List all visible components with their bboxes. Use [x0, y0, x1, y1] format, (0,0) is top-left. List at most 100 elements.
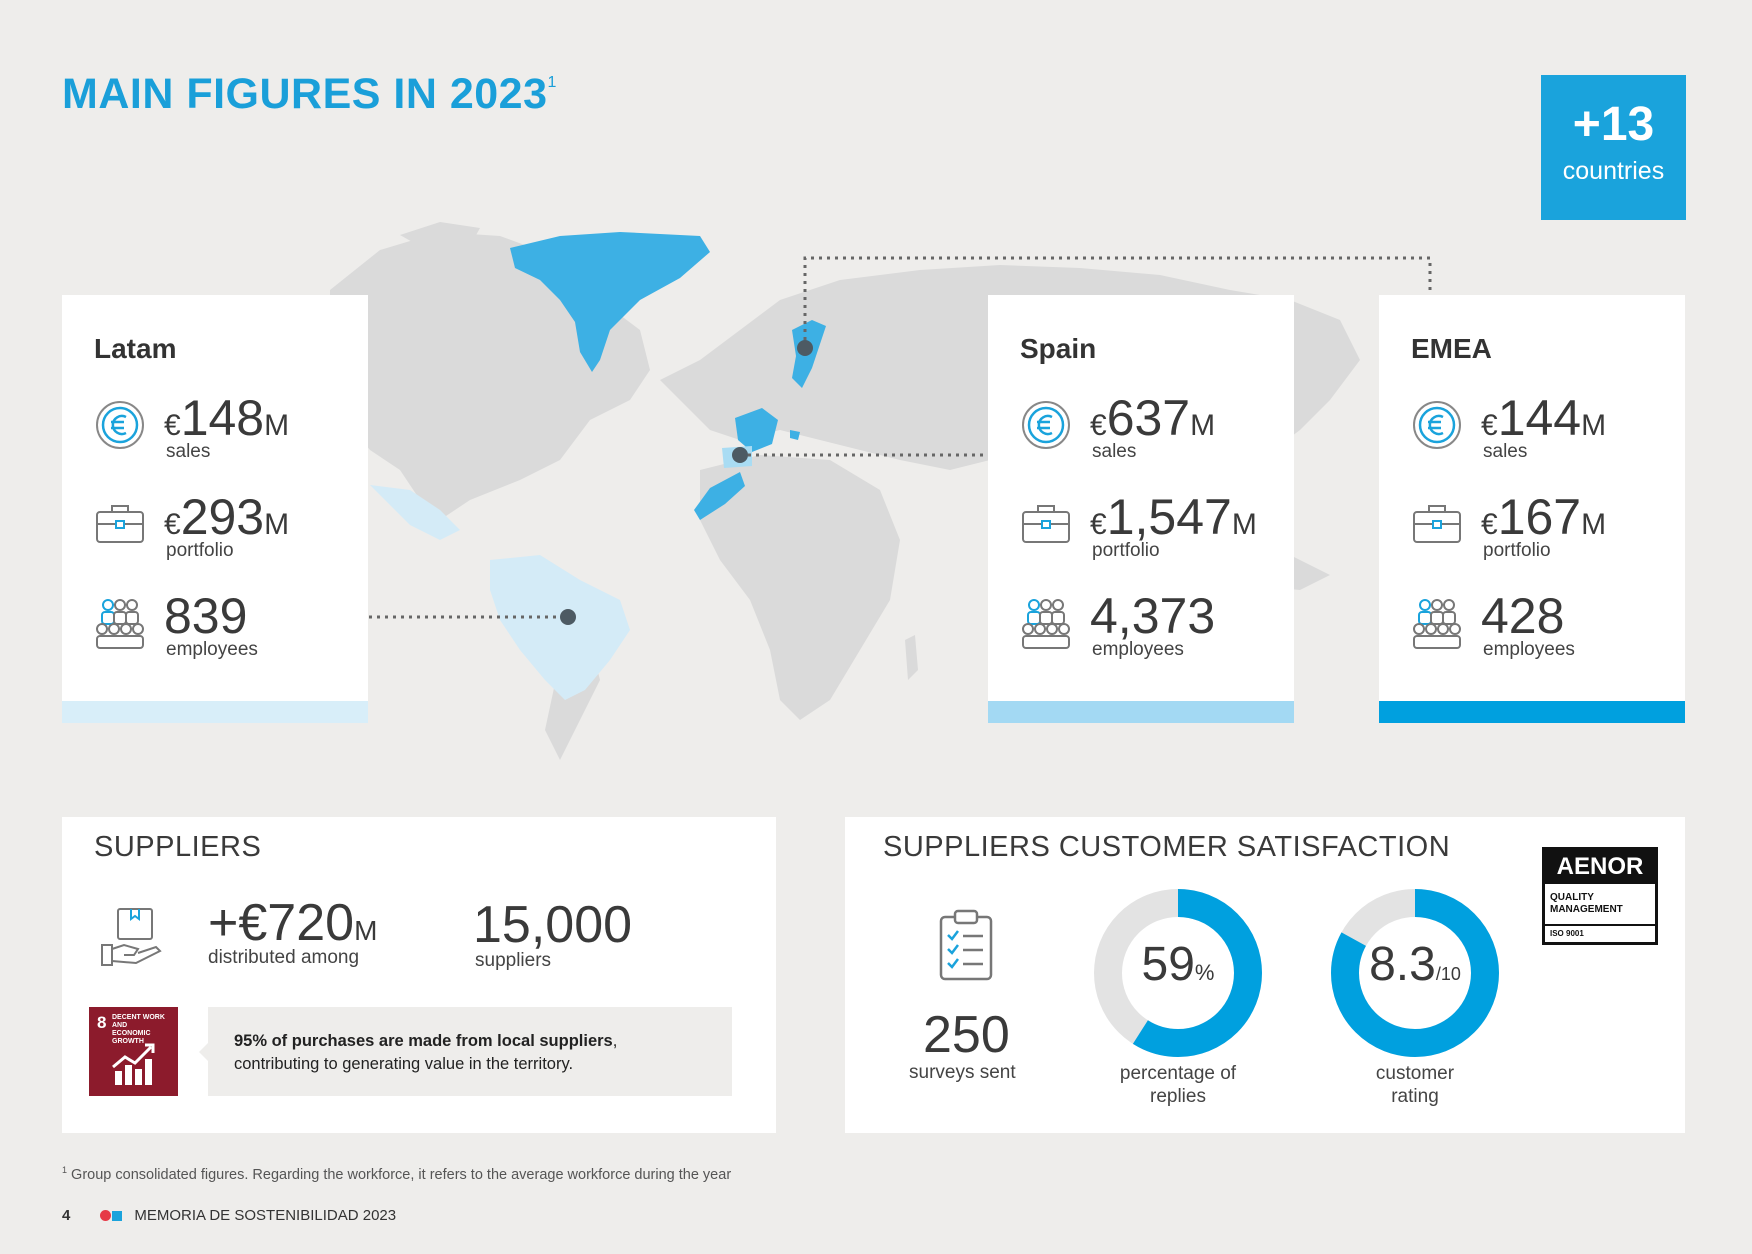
region-name: Latam	[94, 333, 177, 364]
clipboard-checklist-icon	[939, 909, 993, 981]
sdg-number: 8	[97, 1013, 107, 1032]
replies-donut	[1094, 889, 1262, 1057]
note-text: 95% of purchases are made from local sup…	[234, 1032, 618, 1073]
countries-label: countries	[1562, 157, 1665, 185]
aenor-logo: AENOR QUALITY MANAGEMENT ISO 9001	[1542, 847, 1658, 945]
latam-color-bar	[62, 701, 368, 723]
rating-donut	[1331, 889, 1499, 1057]
people-group-icon	[1413, 599, 1461, 649]
metric-sales: €148M sales	[94, 391, 368, 490]
employees-label: employees	[166, 639, 258, 660]
euro-coin-icon	[1021, 400, 1071, 450]
sales-value: €144M	[1481, 390, 1607, 446]
people-group-icon	[1022, 599, 1070, 649]
blue-square-logo	[112, 1210, 123, 1221]
briefcase-icon	[1413, 505, 1461, 543]
employees-label: employees	[1483, 639, 1575, 660]
page-title: MAIN FIGURES IN 20231	[62, 70, 557, 119]
suppliers-panel: SUPPLIERS +€720M distributed among 15,00…	[62, 817, 776, 1133]
metric-portfolio: €167M portfolio	[1411, 490, 1685, 589]
suppliers-count: 15,000	[473, 896, 633, 954]
page-footer: 4 MEMORIA DE SOSTENIBILIDAD 2023	[62, 1207, 396, 1224]
growth-chart-icon	[112, 1043, 155, 1085]
footnote: 1 Group consolidated figures. Regarding …	[62, 1165, 732, 1183]
sales-value: €637M	[1090, 390, 1216, 446]
region-card-emea: EMEA €144M sales €167M portfolio 428 emp…	[1379, 295, 1685, 723]
emea-connector	[803, 256, 1432, 348]
suppliers-amount-label: distributed among	[208, 947, 360, 968]
metric-sales: €637M sales	[1020, 391, 1294, 490]
suppliers-title: SUPPLIERS	[94, 831, 262, 863]
region-card-spain: Spain €637M sales €1,547M portfolio 4,37…	[988, 295, 1294, 723]
aenor-iso: ISO 9001	[1550, 929, 1584, 938]
metric-employees: 4,373 employees	[1020, 589, 1294, 688]
sales-label: sales	[1483, 441, 1528, 462]
page-number: 4	[62, 1207, 71, 1224]
sales-label: sales	[1092, 441, 1137, 462]
region-card-latam: Latam €148M sales €293M portfolio 839 em…	[62, 295, 368, 723]
suppliers-count-label: suppliers	[475, 950, 552, 971]
satisfaction-panel: SUPPLIERS CUSTOMER SATISFACTION AENOR QU…	[845, 817, 1685, 1133]
africa-shape	[700, 455, 900, 720]
metric-portfolio: €1,547M portfolio	[1020, 490, 1294, 589]
briefcase-icon	[96, 505, 144, 543]
balkan-shape	[790, 430, 800, 440]
portfolio-label: portfolio	[1483, 540, 1551, 561]
metric-sales: €144M sales	[1411, 391, 1685, 490]
metric-portfolio: €293M portfolio	[94, 490, 368, 589]
sdg-title: DECENT WORK AND ECONOMIC GROWTH	[112, 1014, 165, 1045]
latam-dot	[560, 609, 576, 625]
rating-value: 8.3/10	[1369, 938, 1461, 991]
report-name: MEMORIA DE SOSTENIBILIDAD 2023	[134, 1207, 397, 1224]
arctic-islands-shape	[400, 222, 480, 252]
south-america-shape	[490, 555, 630, 700]
euro-coin-icon	[1412, 400, 1462, 450]
satisfaction-title: SUPPLIERS CUSTOMER SATISFACTION	[883, 831, 1451, 863]
rating-label: customer rating	[1375, 1063, 1455, 1107]
emea-color-bar	[1379, 701, 1685, 723]
bubble-pointer	[199, 1043, 208, 1061]
page-title-text: MAIN FIGURES IN 2023	[62, 70, 548, 118]
sdg-8-badge: 8 DECENT WORK AND ECONOMIC GROWTH	[89, 1007, 178, 1096]
rating-donut-arc	[1331, 889, 1499, 1057]
aenor-brand: AENOR	[1545, 850, 1655, 884]
euro-coin-icon	[95, 400, 145, 450]
portfolio-value: €293M	[164, 489, 290, 545]
suppliers-amount: +€720M	[208, 894, 378, 952]
replies-label: percentage of replies	[1119, 1063, 1237, 1107]
replies-value: 59%	[1141, 938, 1215, 991]
metric-employees: 428 employees	[1411, 589, 1685, 688]
spain-dot	[732, 447, 748, 463]
countries-count: +13	[1572, 98, 1655, 151]
aenor-cert-text: QUALITY MANAGEMENT	[1550, 892, 1623, 915]
employees-value: 4,373	[1090, 588, 1216, 644]
sales-value: €148M	[164, 390, 290, 446]
greenland-shape	[510, 232, 710, 372]
portfolio-value: €167M	[1481, 489, 1607, 545]
replies-donut-arc	[1094, 889, 1262, 1057]
aenor-divider	[1545, 924, 1655, 926]
surveys-label: surveys sent	[909, 1062, 1016, 1083]
briefcase-icon	[1022, 505, 1070, 543]
red-dot-logo	[100, 1210, 112, 1221]
spain-color-bar	[988, 701, 1294, 723]
portfolio-label: portfolio	[166, 540, 234, 561]
hand-box-icon	[101, 908, 162, 966]
mexico-shape	[370, 485, 460, 540]
page-title-footnote-mark: 1	[547, 74, 557, 91]
metric-employees: 839 employees	[94, 589, 368, 688]
morocco-shape	[694, 472, 745, 520]
employees-label: employees	[1092, 639, 1184, 660]
people-group-icon	[96, 599, 144, 649]
local-suppliers-note: 95% of purchases are made from local sup…	[199, 1007, 732, 1096]
france-shape	[735, 408, 778, 452]
region-name: EMEA	[1411, 333, 1492, 364]
madagascar-shape	[905, 635, 918, 680]
employees-value: 428	[1481, 588, 1565, 644]
countries-badge: +13 countries	[1541, 75, 1686, 220]
surveys-value: 250	[923, 1006, 1010, 1064]
portfolio-label: portfolio	[1092, 540, 1160, 561]
employees-value: 839	[164, 588, 248, 644]
emea-dot	[797, 340, 813, 356]
region-name: Spain	[1020, 333, 1097, 364]
